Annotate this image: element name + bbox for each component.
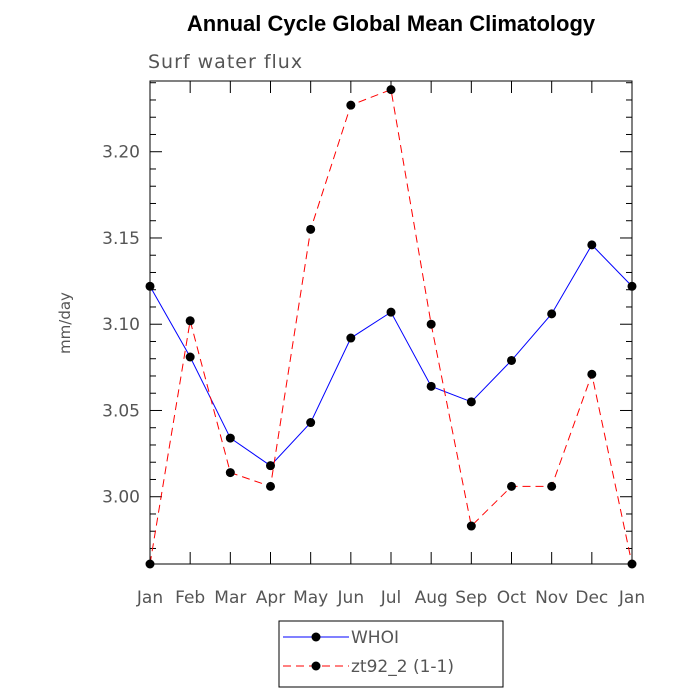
x-tick-label: Apr (256, 588, 285, 608)
legend-label-zt92: zt92_2 (1-1) (351, 657, 454, 677)
series-0-point (426, 381, 436, 391)
series-0-point (507, 355, 516, 365)
series-0-point (547, 309, 557, 319)
legend-marker-whoi (311, 632, 321, 642)
series-1-point (386, 85, 396, 95)
x-tick-label: May (293, 588, 328, 608)
x-tick-label: Feb (175, 588, 205, 608)
series-1-point (185, 316, 195, 326)
legend-box (278, 620, 504, 688)
series-line-0 (149, 244, 633, 467)
x-tick-label: Jan (618, 588, 645, 608)
series-0-point (386, 307, 396, 317)
y-tick-label: 3.15 (102, 229, 140, 249)
y-tick-label: 3.00 (102, 488, 140, 508)
series-0-point (466, 397, 476, 407)
series-0-point (185, 352, 195, 362)
x-tick-label: Dec (575, 588, 608, 608)
x-tick-label: Jul (380, 588, 402, 608)
series-layer (145, 85, 637, 569)
x-tick-label: Jan (136, 588, 163, 608)
legend-marker-zt92 (311, 661, 321, 671)
series-0-point (346, 333, 356, 343)
x-tick-label: Jun (337, 588, 365, 608)
series-1-point (306, 224, 316, 234)
x-tick-label: Mar (214, 588, 246, 608)
x-tick-label: Sep (455, 588, 487, 608)
series-1-point (346, 100, 356, 110)
y-axis-ticks: 3.00 3.05 3.10 3.15 3.20 (102, 82, 632, 549)
series-line-1 (149, 88, 633, 565)
y-tick-label: 3.20 (102, 143, 140, 163)
x-axis-ticks: Jan Feb Mar Apr May Jun Jul Aug Sep Oct Nov Dec Jan (136, 81, 645, 608)
series-0-point (306, 418, 316, 428)
y-axis-label: mm/day (56, 292, 74, 354)
series-1-point (225, 468, 235, 478)
series-0-point (266, 461, 275, 471)
series-1-point (587, 369, 597, 379)
series-1-point (547, 481, 557, 491)
legend: WHOI zt92_2 (1-1) (278, 620, 504, 688)
x-tick-label: Oct (497, 588, 527, 608)
chart-title: Annual Cycle Global Mean Climatology (187, 11, 596, 36)
legend-label-whoi: WHOI (351, 628, 399, 648)
plot-frame (149, 80, 633, 565)
x-tick-label: Nov (535, 588, 568, 608)
y-tick-label: 3.05 (102, 401, 140, 421)
y-tick-label: 3.10 (102, 315, 140, 335)
series-1-point (426, 319, 436, 329)
series-1-point (507, 481, 516, 491)
series-1-point (466, 521, 476, 531)
series-0-point (225, 433, 235, 443)
series-1-point (266, 481, 275, 491)
series-0-point (587, 240, 597, 250)
chart-subtitle: Surf water flux (148, 51, 303, 73)
x-tick-label: Aug (415, 588, 448, 608)
